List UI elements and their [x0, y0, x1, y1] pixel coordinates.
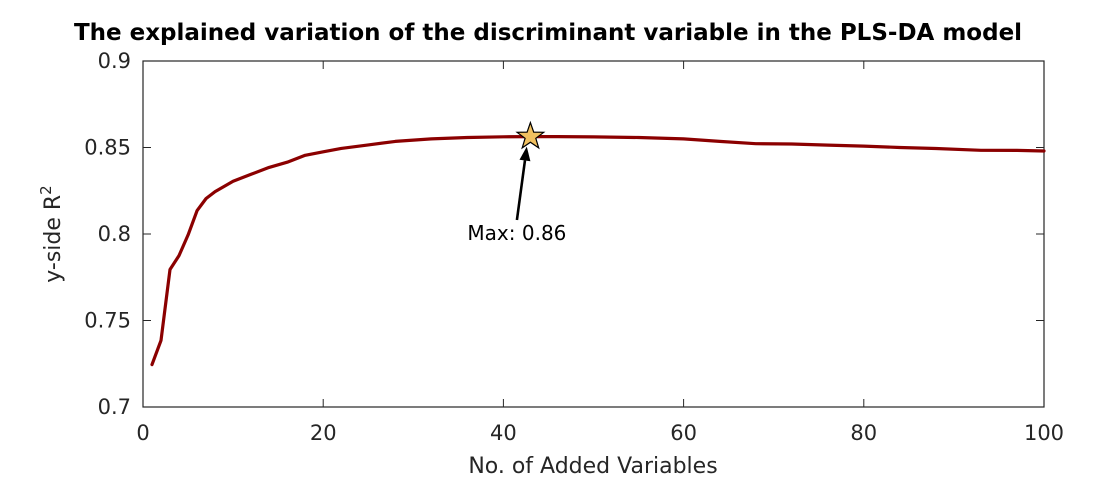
x-tick-label: 0: [136, 421, 149, 445]
x-axis-label: No. of Added Variables: [468, 454, 717, 479]
y-tick-label: 0.75: [84, 309, 131, 333]
x-tick-label: 60: [670, 421, 697, 445]
y-tick-label: 0.7: [98, 395, 131, 419]
annotation-arrow-head: [519, 146, 531, 162]
x-tick-label: 100: [1024, 421, 1064, 445]
y-tick-label: 0.9: [98, 49, 131, 73]
y-tick-label: 0.85: [84, 136, 131, 160]
x-tick-label: 40: [490, 421, 517, 445]
annotation-arrow-shaft: [515, 160, 527, 221]
y-axis-label-superscript: 2: [37, 185, 55, 195]
x-tick-label: 20: [310, 421, 337, 445]
y-axis: 0.7 0.75 0.8 0.85 0.9: [84, 49, 1044, 419]
max-star-marker: [515, 120, 546, 150]
max-annotation-label: Max: 0.86: [467, 221, 566, 245]
series-line: [150, 135, 1046, 367]
x-axis: 0 20 40 60 80 100: [136, 61, 1064, 445]
chart-title: The explained variation of the discrimin…: [74, 20, 1022, 46]
y-tick-label: 0.8: [98, 222, 131, 246]
series-layer: [150, 120, 1046, 367]
plot-area-frame: [142, 60, 1045, 408]
y-axis-label-text: y-side R: [41, 195, 66, 283]
x-tick-label: 80: [850, 421, 877, 445]
annotation-layer: Max: 0.86: [467, 146, 566, 245]
y-axis-label: y-side R2: [37, 185, 66, 282]
